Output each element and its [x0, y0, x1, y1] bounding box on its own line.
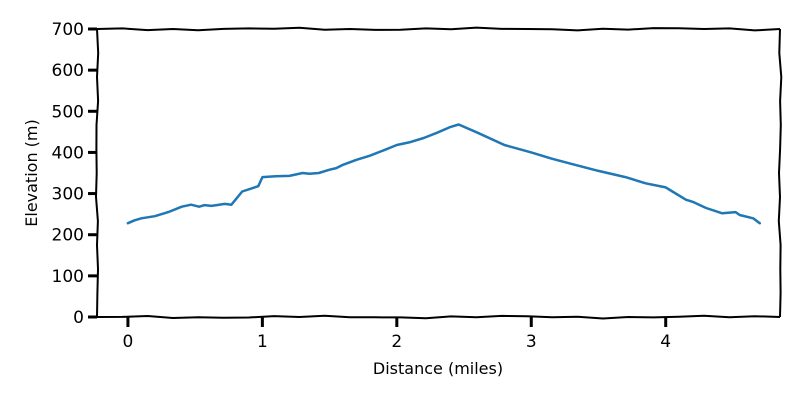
y-tick-label: 600: [52, 61, 84, 81]
y-axis-ticks: 0 100 200 300 400 500 600 700: [52, 20, 97, 328]
x-tick-label: 1: [257, 332, 268, 352]
x-tick-label: 3: [526, 332, 537, 352]
y-axis-label: Elevation (m): [22, 119, 41, 226]
x-axis-ticks: 0 1 2 3 4: [123, 317, 671, 352]
y-tick-label: 100: [52, 267, 84, 287]
y-tick-label: 0: [73, 308, 84, 328]
y-tick-label: 200: [52, 226, 84, 246]
y-tick-label: 400: [52, 143, 84, 163]
frame-left: [94, 28, 100, 318]
x-tick-label: 4: [660, 332, 671, 352]
x-tick-label: 0: [123, 332, 134, 352]
plot-frame: [94, 26, 783, 320]
y-tick-label: 700: [52, 20, 84, 40]
frame-top: [96, 26, 781, 32]
elevation-series-line: [126, 123, 762, 225]
x-axis-label: Distance (miles): [373, 359, 503, 378]
y-tick-label: 500: [52, 102, 84, 122]
series-layer: [126, 123, 762, 225]
y-tick-label: 300: [52, 185, 84, 205]
x-tick-label: 2: [391, 332, 402, 352]
frame-bottom: [96, 314, 781, 320]
frame-right: [777, 28, 783, 318]
